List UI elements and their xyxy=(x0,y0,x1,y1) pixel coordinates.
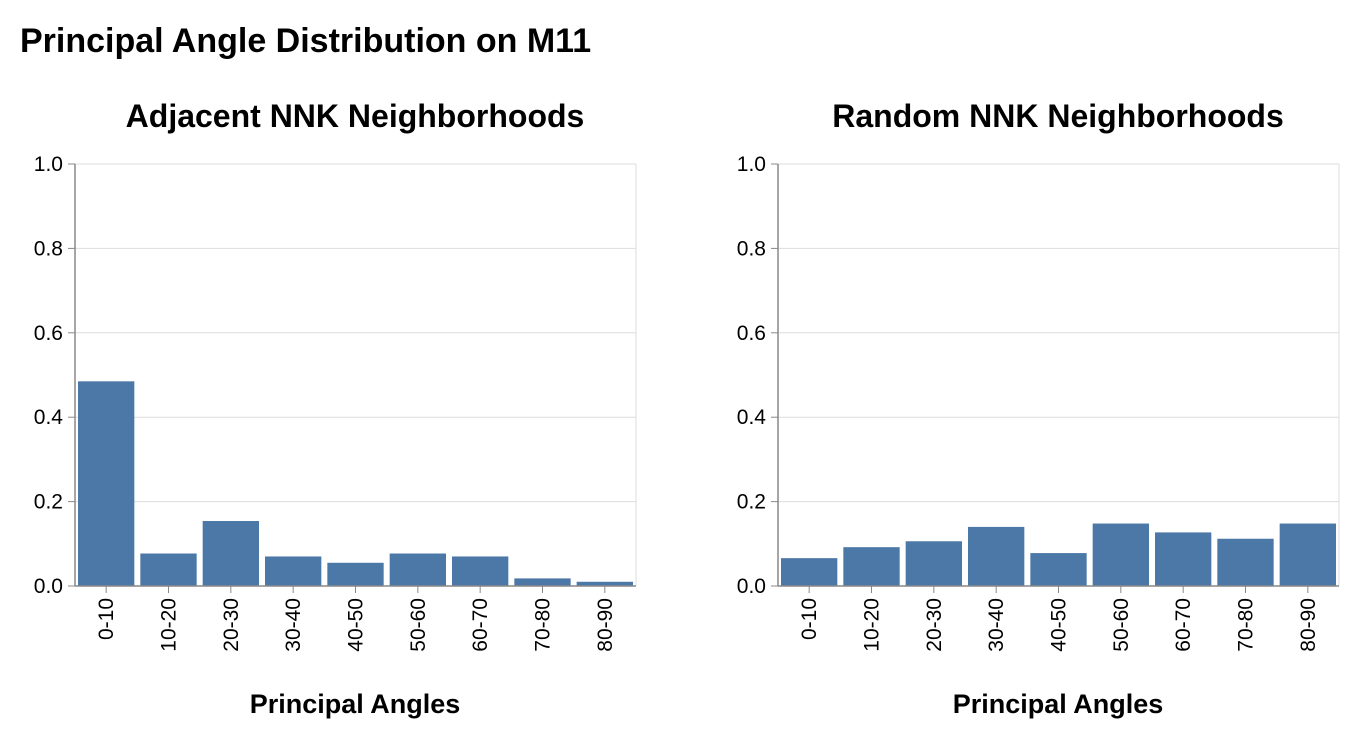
bar-60-70 xyxy=(1155,532,1212,586)
axes-random xyxy=(771,163,1339,593)
y-tick-label: 0.4 xyxy=(34,406,64,429)
gridlines-random xyxy=(778,163,1340,587)
bar-10-20 xyxy=(140,553,197,586)
bar-50-60 xyxy=(1092,523,1149,586)
bars-adjacent xyxy=(78,381,633,586)
x-tick-label: 20-30 xyxy=(923,598,946,652)
bar-30-40 xyxy=(265,556,322,586)
x-tick-label: 20-30 xyxy=(220,598,243,652)
axes-adjacent xyxy=(68,163,636,593)
chart-panel-adjacent: Adjacent NNK Neighborhoods 0.00.20.40.60… xyxy=(34,98,637,719)
bars-random xyxy=(781,523,1336,586)
bar-70-80 xyxy=(514,578,571,586)
x-tick-label: 60-70 xyxy=(1172,598,1195,652)
main-title: Principal Angle Distribution on M11 xyxy=(20,22,591,60)
bar-20-30 xyxy=(905,541,962,586)
x-tick-label: 70-80 xyxy=(532,598,555,652)
y-tick-label: 0.0 xyxy=(34,575,63,598)
chart-title-random: Random NNK Neighborhoods xyxy=(832,98,1284,134)
bar-80-90 xyxy=(576,581,633,586)
x-tick-label: 50-60 xyxy=(1110,598,1133,652)
x-axis-title-random: Principal Angles xyxy=(953,689,1164,719)
x-tick-label: 0-10 xyxy=(95,598,118,640)
y-tick-label: 0.8 xyxy=(34,237,63,260)
bar-70-80 xyxy=(1217,538,1274,586)
bar-0-10 xyxy=(78,381,135,586)
y-tick-label: 0.2 xyxy=(737,491,766,514)
x-tick-label: 80-90 xyxy=(1297,598,1320,652)
chart-title-adjacent: Adjacent NNK Neighborhoods xyxy=(126,98,585,134)
y-tick-label: 0.8 xyxy=(737,237,766,260)
x-tick-label: 40-50 xyxy=(1048,598,1071,652)
bar-80-90 xyxy=(1279,523,1336,586)
y-tick-label: 1.0 xyxy=(34,153,63,176)
x-tick-label: 60-70 xyxy=(469,598,492,652)
x-tick-label: 30-40 xyxy=(985,598,1008,652)
gridlines-adjacent xyxy=(75,163,637,587)
y-tick-label: 0.6 xyxy=(34,322,63,345)
chart-panel-random: Random NNK Neighborhoods 0.0 0.2 0.4 0.6 0.8… xyxy=(737,98,1340,719)
bar-20-30 xyxy=(202,521,259,586)
y-ticks-random: 0.0 0.2 0.4 0.6 0.8 1.0 xyxy=(737,153,767,598)
y-tick-label: 0.4 xyxy=(737,406,767,429)
x-tick-label: 50-60 xyxy=(407,598,430,652)
bar-40-50 xyxy=(327,562,384,586)
x-tick-label: 30-40 xyxy=(282,598,305,652)
x-tick-label: 10-20 xyxy=(861,598,884,652)
bar-50-60 xyxy=(389,553,446,586)
bar-0-10 xyxy=(781,558,838,586)
bar-60-70 xyxy=(452,556,509,586)
x-ticks-random: 0-10 10-20 20-30 30-40 40-50 50-60 60-70 70-80 8… xyxy=(798,598,1320,652)
bar-30-40 xyxy=(968,526,1025,586)
x-tick-label: 70-80 xyxy=(1235,598,1258,652)
bar-10-20 xyxy=(843,547,900,586)
bar-40-50 xyxy=(1030,553,1087,586)
y-ticks-adjacent: 0.0 0.2 0.4 0.6 0.8 1.0 xyxy=(34,153,64,598)
y-tick-label: 1.0 xyxy=(737,153,766,176)
x-ticks-adjacent: 0-10 10-20 20-30 30-40 40-50 50-60 60-70 70-80 8… xyxy=(95,598,617,652)
y-tick-label: 0.6 xyxy=(737,322,766,345)
y-tick-label: 0.0 xyxy=(737,575,766,598)
x-tick-label: 10-20 xyxy=(158,598,181,652)
x-axis-title-adjacent: Principal Angles xyxy=(250,689,461,719)
x-tick-label: 40-50 xyxy=(345,598,368,652)
y-tick-label: 0.2 xyxy=(34,491,63,514)
x-tick-label: 80-90 xyxy=(594,598,617,652)
x-tick-label: 0-10 xyxy=(798,598,821,640)
